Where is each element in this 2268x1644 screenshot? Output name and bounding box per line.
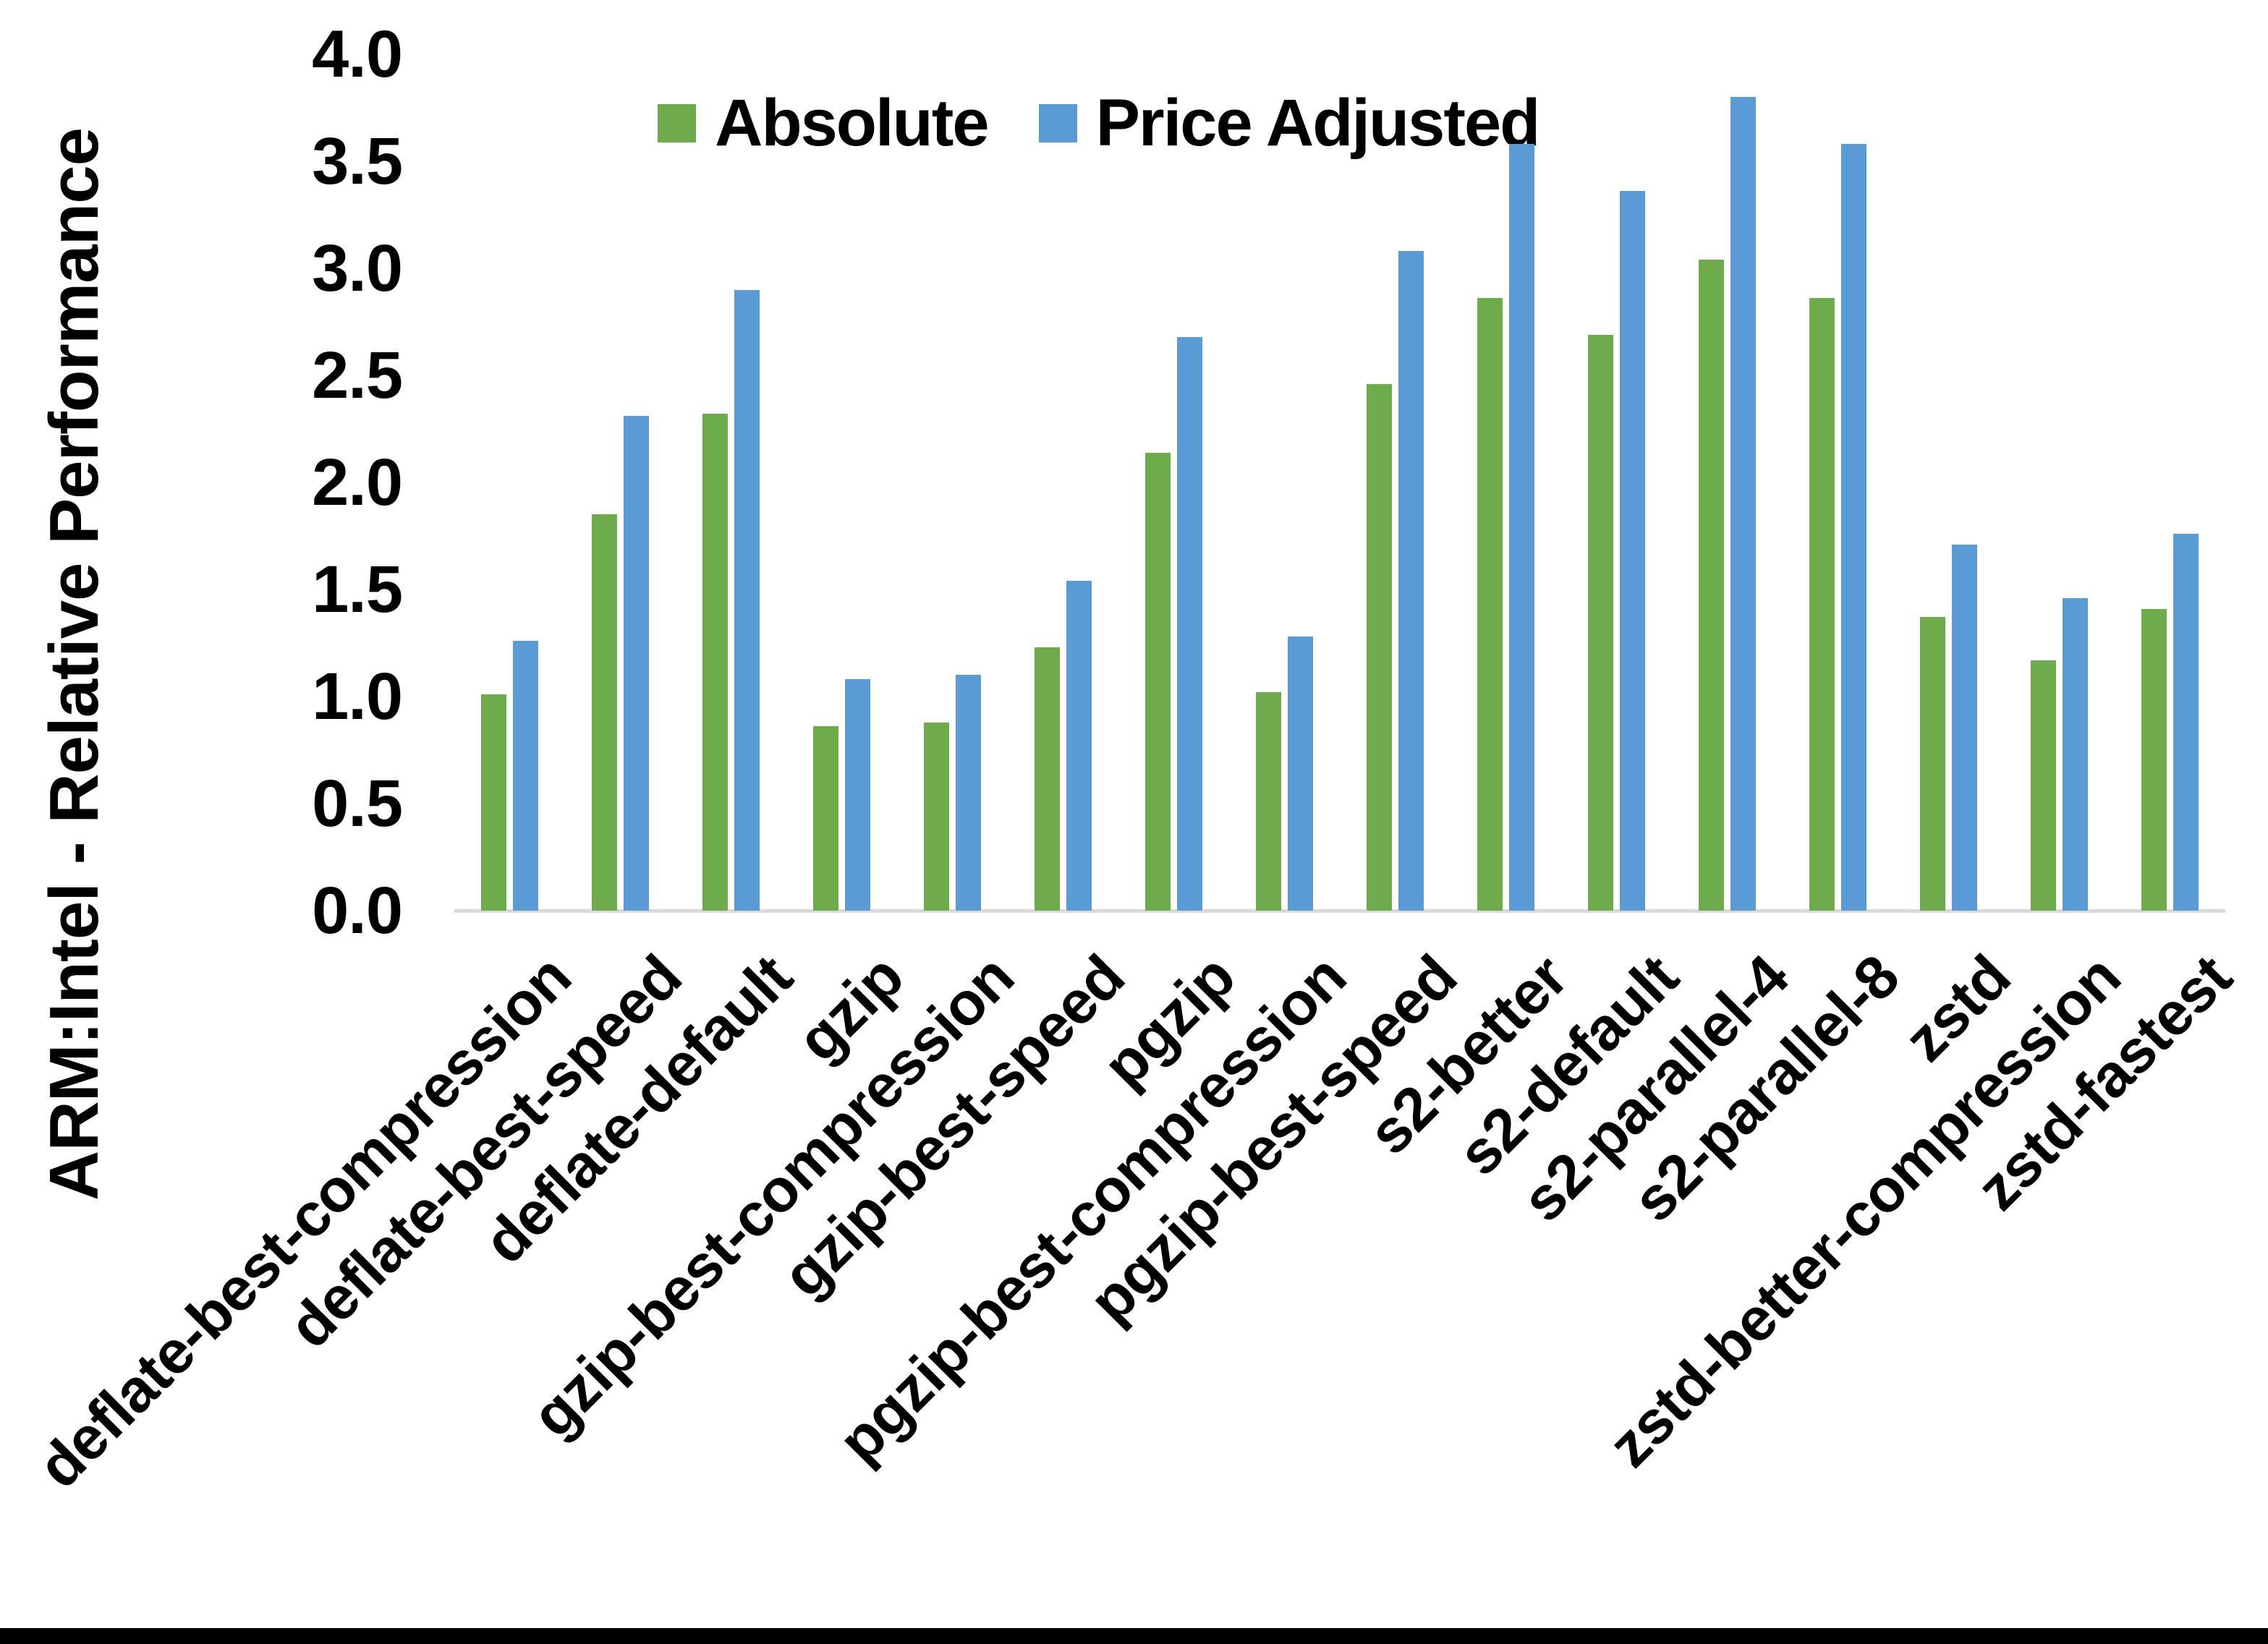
- bar-price-adjusted-s2-parallel-4: [1730, 97, 1756, 911]
- legend: Absolute Price Adjusted: [658, 85, 1541, 161]
- y-tick-label-1.5: 1.5: [312, 553, 403, 626]
- bar-price-adjusted-pgzip: [1177, 336, 1202, 911]
- bar-price-adjusted-s2-default: [1620, 191, 1645, 911]
- bar-absolute-zstd: [1920, 617, 1945, 911]
- y-tick-label-3.5: 3.5: [312, 124, 403, 198]
- bar-absolute-gzip-best-speed: [1035, 647, 1060, 911]
- y-tick-label-1.0: 1.0: [312, 660, 403, 733]
- legend-label-absolute: Absolute: [715, 86, 990, 160]
- bar-absolute-s2-default: [1588, 334, 1613, 911]
- legend-item-absolute: Absolute: [658, 85, 990, 161]
- x-axis-line: [454, 909, 2225, 913]
- legend-item-price-adjusted: Price Adjusted: [1038, 85, 1541, 161]
- bar-price-adjusted-deflate-default: [734, 289, 760, 911]
- bar-absolute-s2-parallel-4: [1699, 260, 1724, 911]
- bar-absolute-zstd-fastest: [2141, 608, 2167, 911]
- bar-price-adjusted-deflate-best-speed: [624, 416, 649, 911]
- bar-price-adjusted-zstd: [1952, 544, 1977, 911]
- legend-swatch-absolute: [658, 104, 696, 142]
- bar-absolute-s2-parallel-8: [1809, 298, 1835, 911]
- legend-swatch-price-adjusted: [1038, 104, 1077, 142]
- bar-absolute-pgzip-best-speed: [1367, 383, 1392, 911]
- bar-absolute-s2-better: [1477, 298, 1503, 911]
- bar-absolute-gzip-best-compression: [924, 722, 949, 911]
- bar-absolute-pgzip: [1145, 452, 1171, 911]
- y-tick-label-2.0: 2.0: [312, 446, 403, 519]
- y-tick-label-4.0: 4.0: [312, 17, 403, 91]
- bar-absolute-deflate-best-speed: [592, 514, 617, 911]
- bar-price-adjusted-s2-better: [1509, 144, 1534, 911]
- bar-absolute-deflate-default: [702, 414, 728, 911]
- bar-price-adjusted-pgzip-best-compression: [1288, 636, 1313, 911]
- bar-absolute-deflate-best-compression: [481, 694, 506, 911]
- bar-absolute-gzip: [813, 726, 838, 911]
- bar-price-adjusted-gzip: [845, 679, 870, 911]
- y-tick-label-3.0: 3.0: [312, 231, 403, 305]
- y-tick-label-2.5: 2.5: [312, 338, 403, 412]
- bar-price-adjusted-zstd-better-compression: [2063, 597, 2088, 911]
- bar-price-adjusted-pgzip-best-speed: [1398, 251, 1424, 911]
- bar-price-adjusted-zstd-fastest: [2173, 534, 2199, 911]
- bar-absolute-pgzip-best-compression: [1256, 692, 1281, 911]
- y-tick-label-0.0: 0.0: [312, 874, 403, 947]
- legend-label-price-adjusted: Price Adjusted: [1095, 86, 1541, 160]
- bar-absolute-zstd-better-compression: [2031, 660, 2056, 911]
- bar-price-adjusted-deflate-best-compression: [513, 641, 538, 911]
- bar-price-adjusted-gzip-best-speed: [1066, 581, 1092, 911]
- bar-price-adjusted-s2-parallel-8: [1841, 144, 1866, 911]
- y-tick-label-0.5: 0.5: [312, 767, 403, 840]
- bottom-border-bar: [0, 1628, 2268, 1644]
- bar-price-adjusted-gzip-best-compression: [956, 675, 981, 911]
